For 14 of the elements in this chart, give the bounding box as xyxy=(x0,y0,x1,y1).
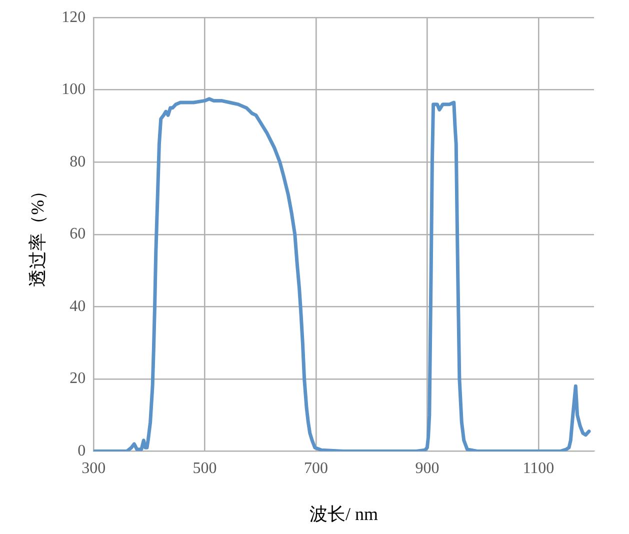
x-tick-label: 1100 xyxy=(522,460,554,478)
x-tick-label: 700 xyxy=(304,460,328,478)
y-tick-label: 20 xyxy=(70,370,86,388)
x-axis-title: 波长/ nm xyxy=(310,504,378,524)
y-axis-title: 透过率（%） xyxy=(28,182,48,287)
y-tick-label: 0 xyxy=(78,442,86,460)
x-tick-label: 500 xyxy=(192,460,217,478)
y-tick-label: 80 xyxy=(70,153,86,170)
x-tick-label: 900 xyxy=(415,460,440,478)
y-tick-label: 120 xyxy=(62,8,86,26)
y-tick-label: 60 xyxy=(70,226,86,243)
y-tick-label: 100 xyxy=(62,81,86,98)
y-tick-label: 40 xyxy=(70,298,86,315)
x-tick-label: 300 xyxy=(82,460,106,478)
